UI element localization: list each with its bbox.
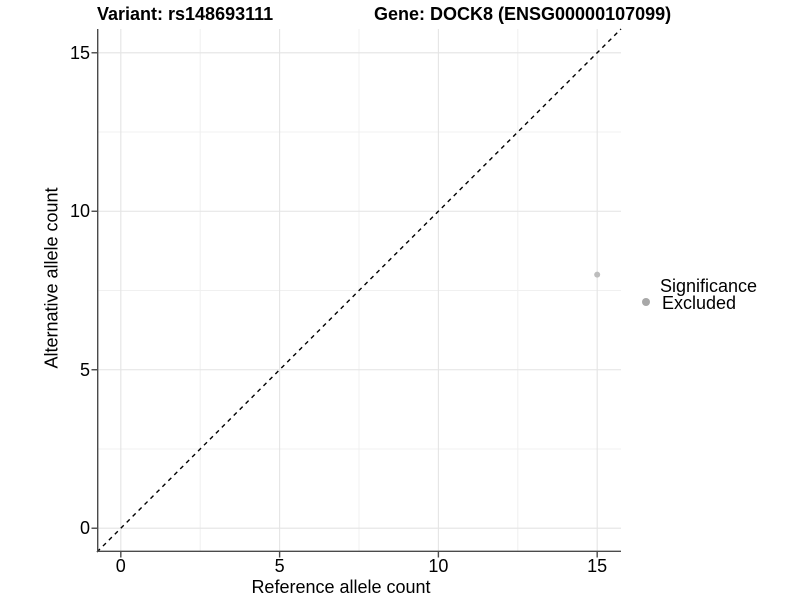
y-tick-label: 5 — [79, 359, 90, 380]
y-tick-label: 10 — [69, 201, 90, 222]
x-tick-label: 5 — [274, 556, 285, 576]
legend-title: Significance — [660, 276, 758, 296]
x-axis-title: Reference allele count — [251, 577, 431, 597]
plot-title-gene: Gene: DOCK8 (ENSG00000107099) — [374, 4, 672, 24]
plot-panel — [91, 28, 622, 558]
identity-reference-line — [96, 28, 622, 553]
x-tick-label: 15 — [587, 556, 608, 576]
x-tick-label: 10 — [428, 556, 449, 576]
y-tick-label: 15 — [69, 42, 90, 63]
x-tick-label: 0 — [115, 556, 126, 576]
data-point-excluded — [594, 271, 601, 278]
legend-item-label: Excluded — [662, 293, 737, 313]
plot-area-svg — [91, 28, 622, 558]
plot-title-variant: Variant: rs148693111 — [97, 4, 274, 24]
legend-key-dot — [642, 298, 650, 306]
y-tick-label: 0 — [79, 518, 90, 539]
